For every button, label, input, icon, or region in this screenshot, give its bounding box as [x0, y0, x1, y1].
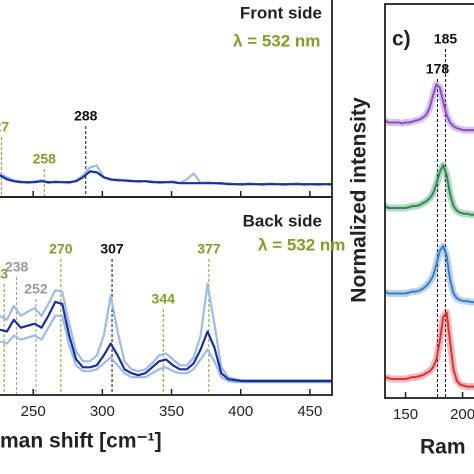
y-axis-label: Normalized intensity	[348, 97, 371, 303]
x-tick-label: 450	[297, 403, 322, 420]
frame	[0, 196, 333, 396]
plot-area	[385, 49, 474, 398]
x-tick-label: 250	[21, 403, 46, 420]
peak-label: 377	[197, 241, 221, 257]
peak-label: 185	[434, 31, 458, 47]
peak-label: 288	[74, 108, 98, 124]
panel-subtitle: λ = 532 nm	[258, 235, 345, 254]
spectrum	[0, 170, 332, 186]
x-tick-label: 300	[90, 403, 115, 420]
peak-label: 252	[24, 281, 48, 297]
peak-label: 344	[152, 291, 176, 307]
x-axis-label: Ram	[420, 436, 466, 459]
peak-label: 270	[49, 241, 73, 257]
spectrum	[0, 314, 332, 384]
peak-label: 3	[0, 266, 8, 282]
frame	[384, 3, 474, 399]
x-tick-label: 350	[159, 403, 184, 420]
spectrum	[385, 245, 474, 304]
peak-label: 307	[100, 241, 124, 257]
spectrum	[385, 311, 474, 388]
peak-label: 258	[33, 151, 57, 167]
plot-area	[0, 126, 332, 197]
peak-label: 27	[0, 119, 9, 135]
peak-label: 178	[426, 61, 450, 77]
plot-area	[0, 259, 332, 395]
spectrum-band	[385, 309, 474, 391]
frame	[0, 0, 333, 198]
spectrum	[385, 164, 474, 216]
panel-title: Front side	[240, 3, 322, 22]
spectrum	[385, 83, 474, 132]
peak-label: 238	[5, 259, 29, 275]
x-tick-label: 400	[228, 403, 253, 420]
panel-subtitle: λ = 532 nm	[233, 31, 320, 50]
x-tick-label: 200	[450, 406, 474, 423]
spectrum	[0, 300, 332, 383]
x-tick-label: 150	[393, 406, 418, 423]
panel-title: Back side	[243, 211, 322, 230]
x-axis-label: man shift [cm⁻¹]	[0, 430, 162, 453]
panel-title: c)	[392, 28, 411, 51]
